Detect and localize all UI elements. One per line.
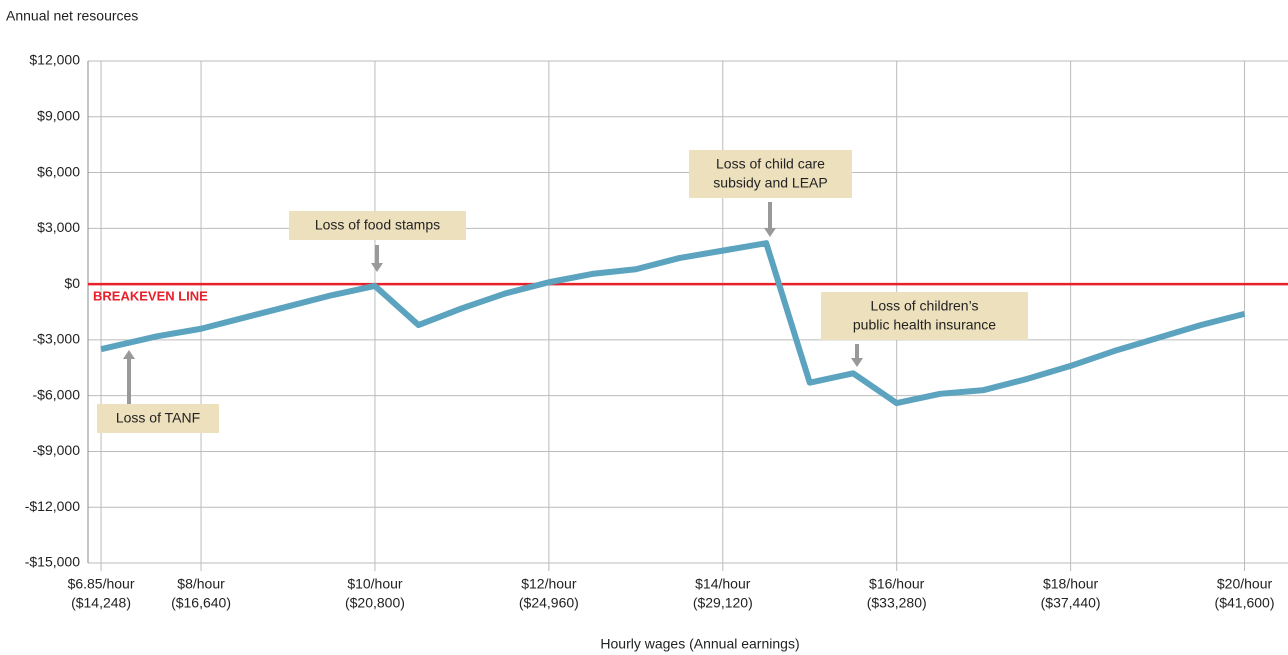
y-tick-label: $9,000 bbox=[37, 107, 80, 123]
y-tick-label: -$3,000 bbox=[33, 331, 81, 347]
annotation-box bbox=[821, 292, 1028, 340]
y-tick-label: $12,000 bbox=[29, 52, 80, 68]
y-tick-label: -$6,000 bbox=[33, 386, 81, 402]
data-line bbox=[100, 240, 1246, 407]
annotation-text: Loss of child care bbox=[716, 156, 825, 172]
x-tick-label: $16/hour bbox=[869, 576, 925, 592]
x-tick-sublabel: ($16,640) bbox=[171, 595, 231, 611]
x-tick-label: $20/hour bbox=[1217, 576, 1273, 592]
y-tick-label: -$9,000 bbox=[33, 442, 81, 458]
x-tick-label: $12/hour bbox=[521, 576, 577, 592]
y-tick-label: $6,000 bbox=[37, 163, 80, 179]
y-tick-label: -$12,000 bbox=[25, 498, 80, 514]
annotation-arrowhead bbox=[123, 350, 135, 359]
y-tick-label: $3,000 bbox=[37, 219, 80, 235]
annotation-box bbox=[97, 404, 219, 433]
annotation-box bbox=[289, 211, 466, 240]
y-axis-title: Annual net resources bbox=[6, 8, 138, 24]
x-tick-sublabel: ($24,960) bbox=[519, 595, 579, 611]
x-tick-sublabel: ($37,440) bbox=[1041, 595, 1101, 611]
x-tick-sublabel: ($14,248) bbox=[71, 595, 131, 611]
annotation-text: subsidy and LEAP bbox=[713, 175, 827, 191]
x-tick-label: $8/hour bbox=[177, 576, 225, 592]
annotation-text: Loss of TANF bbox=[116, 410, 200, 426]
annotation-text: public health insurance bbox=[853, 317, 996, 333]
x-tick-sublabel: ($29,120) bbox=[693, 595, 753, 611]
x-tick-label: $14/hour bbox=[695, 576, 751, 592]
x-tick-label: $6.85/hour bbox=[68, 576, 135, 592]
x-tick-sublabel: ($33,280) bbox=[867, 595, 927, 611]
breakeven-label: BREAKEVEN LINE bbox=[93, 289, 208, 304]
annotation-text: Loss of children’s bbox=[871, 298, 979, 314]
x-tick-label: $18/hour bbox=[1043, 576, 1099, 592]
annotation-arrowhead bbox=[851, 358, 863, 367]
x-tick-sublabel: ($41,600) bbox=[1215, 595, 1275, 611]
x-axis-title: Hourly wages (Annual earnings) bbox=[600, 636, 799, 652]
annotation-arrowhead bbox=[371, 263, 383, 272]
y-tick-label: $0 bbox=[64, 275, 80, 291]
annotation-arrowhead bbox=[764, 228, 776, 237]
y-tick-label: -$15,000 bbox=[25, 554, 80, 570]
annotation-text: Loss of food stamps bbox=[315, 217, 440, 233]
x-tick-sublabel: ($20,800) bbox=[345, 595, 405, 611]
x-tick-label: $10/hour bbox=[347, 576, 403, 592]
annotation-box bbox=[689, 150, 852, 198]
